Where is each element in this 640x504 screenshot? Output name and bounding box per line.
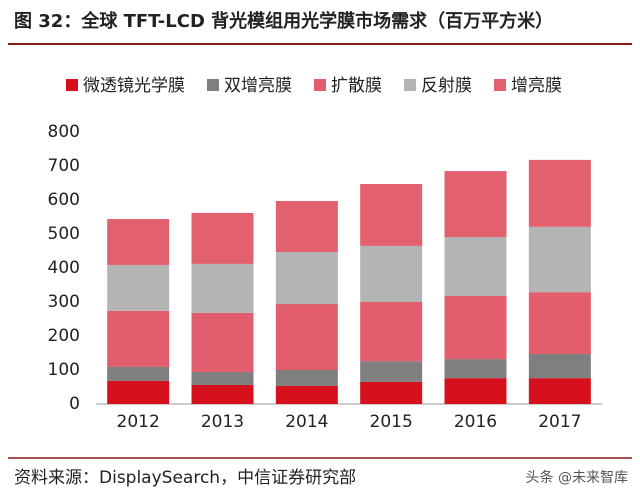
y-tick-label: 600 [48,190,80,210]
x-tick-label: 2013 [201,412,244,432]
bar-segment [191,372,254,385]
bar-segment [444,295,507,360]
legend-swatch [66,79,78,91]
bar-segment [107,380,170,404]
bar-segment [528,226,591,293]
bar-segment [191,263,254,313]
y-tick-label: 300 [48,292,80,312]
x-tick-label: 2014 [285,412,328,432]
x-tick-label: 2016 [454,412,497,432]
bar-segment [275,252,338,305]
y-tick-label: 200 [48,326,80,346]
bar-segment [191,212,254,264]
bar-segment [528,159,591,227]
bar-segment [444,237,507,296]
y-tick-label: 400 [48,258,80,278]
x-tick-label: 2017 [538,412,581,432]
legend-label: 增亮膜 [511,76,562,96]
bar-segment [444,171,507,238]
chart-title: 图 32：全球 TFT-LCD 背光模组用光学膜市场需求（百万平方米） [14,10,553,32]
bar-segment [275,385,338,404]
legend-label: 反射膜 [421,76,472,96]
x-tick-label: 2015 [370,412,413,432]
bar-segment [275,304,338,370]
bar-segment [107,264,170,311]
bar-segment [360,184,423,246]
legend-swatch [207,79,219,91]
bar-segment [360,302,423,362]
watermark: 头条 @未来智库 [526,469,628,486]
y-tick-label: 100 [48,360,80,380]
bar-segment [360,361,423,382]
y-tick-label: 800 [48,122,80,142]
legend-swatch [404,79,416,91]
legend-swatch [314,79,326,91]
bar-segment [444,378,507,404]
bar-segment [528,354,591,379]
legend-label: 扩散膜 [331,76,382,96]
bar-segment [275,201,338,253]
bar-segment [528,378,591,404]
bar-segment [360,381,423,404]
bar-segment [191,384,254,404]
legend-swatch [494,79,506,91]
legend-label: 双增亮膜 [224,76,292,96]
y-tick-label: 0 [69,394,80,414]
bar-segment [191,312,254,373]
x-tick-label: 2012 [117,412,160,432]
bar-segment [444,359,507,379]
bar-segment [107,310,170,367]
y-tick-label: 700 [48,156,80,176]
y-tick-label: 500 [48,224,80,244]
source: 资料来源：DisplaySearch，中信证券研究部 [14,468,356,488]
legend-label: 微透镜光学膜 [83,76,185,96]
bar-segment [107,219,170,265]
bar-segment [360,245,423,302]
bar-segment [275,370,338,386]
bar-segment [107,366,170,381]
bar-segment [528,292,591,355]
